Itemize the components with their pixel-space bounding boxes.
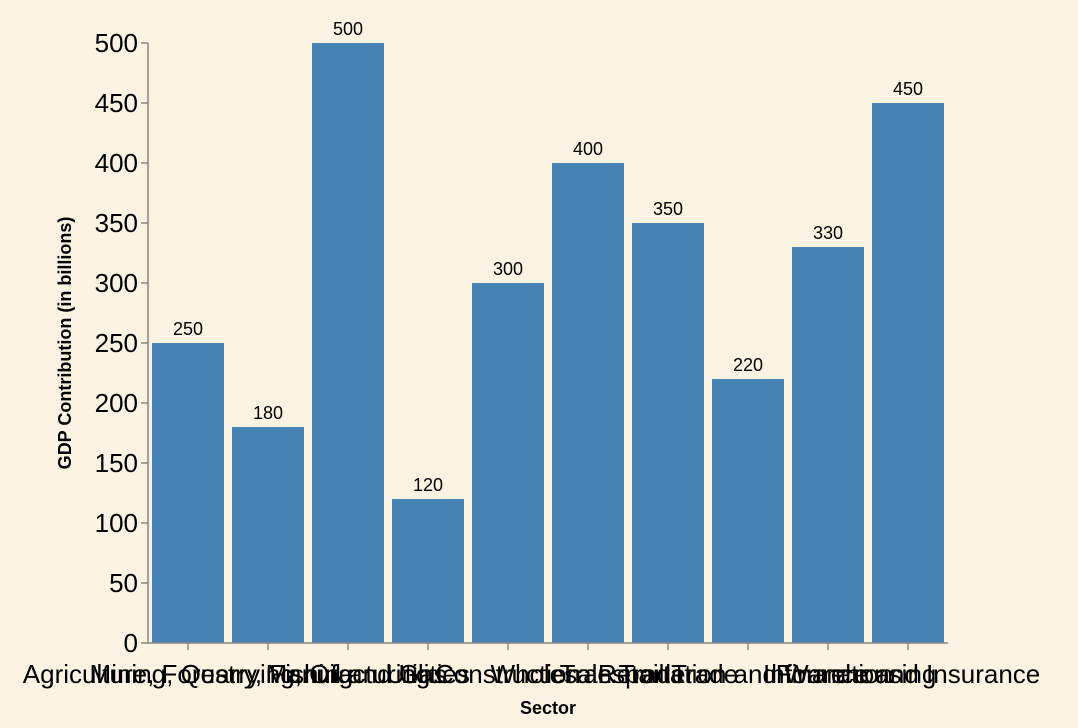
x-tick-label: Construction <box>435 659 581 689</box>
x-tick-label: Mining, Quarrying, Oil and Gas <box>90 659 447 689</box>
bars <box>152 43 944 643</box>
bar <box>152 343 224 643</box>
y-tick-label: 500 <box>95 28 138 58</box>
data-label: 500 <box>333 19 363 39</box>
y-tick-label: 50 <box>109 568 138 598</box>
x-tick-label: Retail Trade <box>598 659 738 689</box>
x-tick-label: Wholesale Trade <box>490 659 685 689</box>
data-label: 330 <box>813 223 843 243</box>
bar <box>552 163 624 643</box>
y-tick-label: 0 <box>124 628 138 658</box>
bar <box>472 283 544 643</box>
y-axis: 0 50 100 150 200 250 300 350 400 450 500 <box>95 28 149 658</box>
bar <box>312 43 384 643</box>
data-label: 120 <box>413 475 443 495</box>
bar <box>712 379 784 643</box>
x-tick-label: Utilities <box>386 659 470 689</box>
y-tick-label: 300 <box>95 268 138 298</box>
data-label: 250 <box>173 319 203 339</box>
data-label: 400 <box>573 139 603 159</box>
y-tick-label: 450 <box>95 88 138 118</box>
bar <box>872 103 944 643</box>
y-tick-label: 100 <box>95 508 138 538</box>
data-labels: 250 180 500 120 300 400 350 220 330 450 <box>173 19 923 495</box>
y-tick-label: 400 <box>95 148 138 178</box>
x-tick-label: Transportation and Warehousing <box>560 659 937 689</box>
x-tick-label: Agriculture, Forestry, Fishing <box>23 659 353 689</box>
bar <box>792 247 864 643</box>
bar <box>392 499 464 643</box>
y-tick-label: 200 <box>95 388 138 418</box>
y-tick-label: 350 <box>95 208 138 238</box>
data-label: 450 <box>893 79 923 99</box>
data-label: 180 <box>253 403 283 423</box>
x-tick-label: Information <box>763 659 893 689</box>
bar <box>632 223 704 643</box>
y-tick-label: 250 <box>95 328 138 358</box>
data-label: 220 <box>733 355 763 375</box>
bar <box>232 427 304 643</box>
y-tick-label: 150 <box>95 448 138 478</box>
x-tick-label: Finance and Insurance <box>776 659 1041 689</box>
y-axis-title: GDP Contribution (in billions) <box>55 217 75 470</box>
x-axis-title: Sector <box>520 698 576 718</box>
data-label: 300 <box>493 259 523 279</box>
x-tick-label: Manufacturing <box>266 659 431 689</box>
data-label: 350 <box>653 199 683 219</box>
